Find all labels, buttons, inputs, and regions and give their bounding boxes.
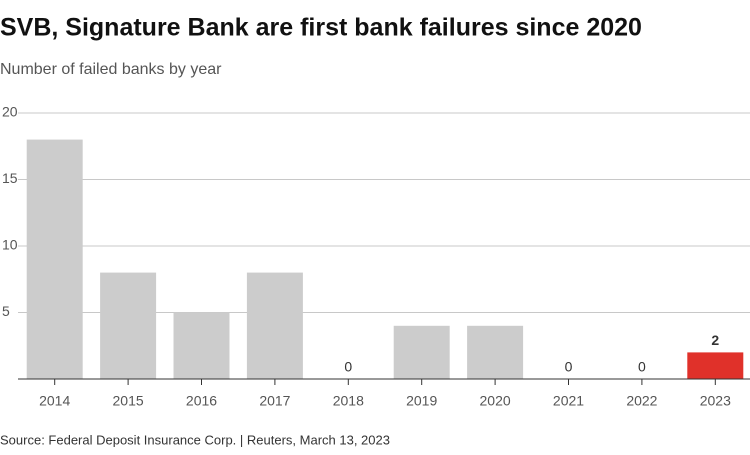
x-tick-label: 2014 <box>39 393 70 409</box>
x-tick-label: 2018 <box>333 393 364 409</box>
x-tick-label: 2019 <box>406 393 437 409</box>
y-tick-label: 10 <box>2 237 18 253</box>
source: Source: Federal Deposit Insurance Corp. … <box>0 432 390 447</box>
x-tick-label: 2021 <box>553 393 584 409</box>
bar <box>26 139 83 379</box>
data-label: 0 <box>565 359 573 375</box>
bar <box>100 272 157 379</box>
x-tick-label: 2020 <box>480 393 511 409</box>
bar <box>393 325 450 379</box>
chart-subtitle: Number of failed banks by year <box>0 61 222 78</box>
bar <box>687 352 744 379</box>
data-label: 0 <box>638 359 646 375</box>
y-tick-label: 5 <box>2 303 10 319</box>
y-tick-label: 15 <box>2 170 18 186</box>
x-tick-label: 2015 <box>113 393 144 409</box>
x-tick-label: 2016 <box>186 393 217 409</box>
x-tick-label: 2022 <box>626 393 657 409</box>
chart-title: SVB, Signature Bank are first bank failu… <box>0 14 642 42</box>
bar <box>246 272 303 379</box>
data-label: 0 <box>344 359 352 375</box>
y-tick-label: 20 <box>2 104 18 120</box>
bar <box>467 325 524 379</box>
bar <box>173 312 230 379</box>
data-label: 2 <box>711 332 719 348</box>
x-tick-label: 2023 <box>700 393 731 409</box>
x-tick-label: 2017 <box>259 393 290 409</box>
